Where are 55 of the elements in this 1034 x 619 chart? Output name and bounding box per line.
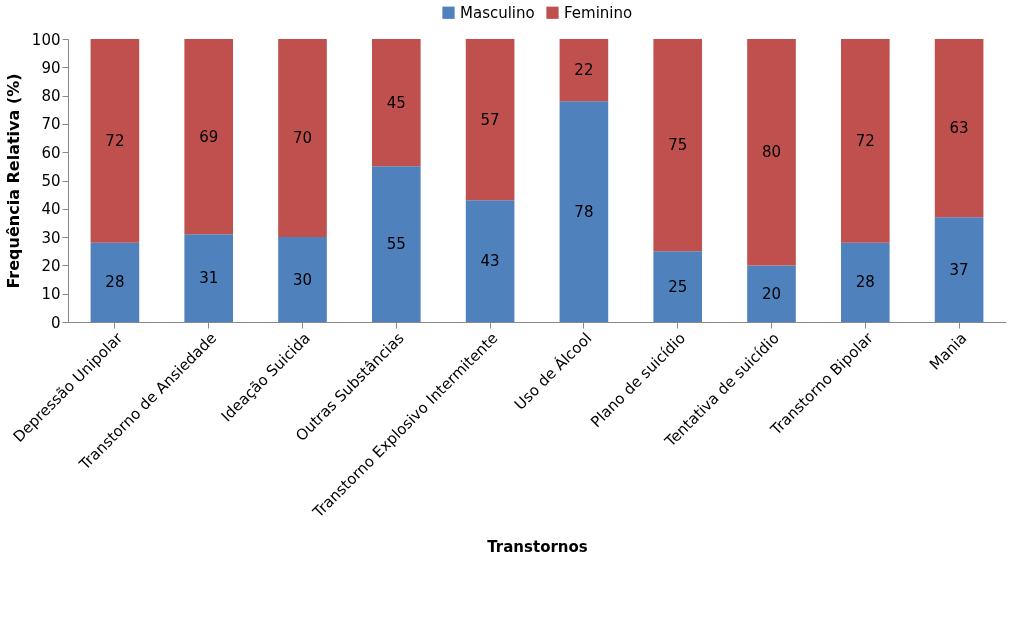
data-label: 28	[105, 273, 125, 292]
bar	[371, 166, 421, 322]
y-tick-label: 100	[31, 30, 61, 49]
data-label: 80	[761, 143, 782, 162]
y-tick-label: 80	[41, 87, 61, 106]
bar	[934, 39, 984, 218]
bar	[465, 39, 515, 201]
data-label: 70	[292, 129, 313, 148]
bar	[184, 39, 234, 235]
data-label: 72	[855, 131, 875, 150]
y-tick-label: 70	[41, 115, 61, 134]
data-label: 63	[949, 119, 969, 138]
bar	[278, 237, 327, 322]
data-label: 28	[855, 273, 875, 292]
data-label: 72	[105, 131, 125, 150]
data-label: 30	[292, 270, 313, 289]
bar	[653, 251, 703, 322]
data-label: 25	[668, 277, 688, 296]
bar	[840, 242, 890, 322]
bar	[184, 234, 234, 322]
bar	[465, 200, 515, 322]
x-axis-title: Transtornos	[487, 538, 588, 557]
y-tick-label: 0	[50, 313, 61, 332]
y-axis-title: Frequência Relativa (%)	[3, 73, 23, 289]
y-tick-label: 40	[41, 200, 61, 219]
bar	[653, 39, 703, 252]
y-tick-label: 50	[41, 172, 61, 190]
data-label: 78	[574, 202, 594, 221]
data-label: 31	[199, 269, 219, 288]
legend-label: Masculino	[460, 3, 535, 22]
data-label: 69	[199, 127, 219, 146]
data-label: 75	[668, 136, 688, 155]
y-tick-label: 30	[41, 228, 61, 247]
y-tick-label: 60	[41, 143, 61, 162]
data-label: 45	[386, 93, 406, 112]
bar	[559, 101, 609, 322]
bar	[840, 39, 890, 243]
bar	[934, 217, 984, 322]
y-tick-label: 20	[41, 256, 61, 275]
bar	[90, 242, 140, 322]
bar	[90, 39, 140, 243]
data-label: 20	[761, 284, 782, 303]
bar	[747, 39, 796, 266]
data-label: 55	[386, 235, 406, 254]
legend-label: Feminino	[564, 3, 633, 22]
bar	[559, 39, 609, 102]
bar	[747, 265, 796, 322]
y-tick-label: 90	[41, 58, 61, 77]
data-label: 37	[949, 260, 969, 279]
data-label: 22	[574, 61, 594, 80]
data-label: 57	[480, 110, 500, 129]
y-tick-label: 10	[41, 285, 61, 304]
bar	[278, 39, 327, 238]
data-label: 43	[480, 252, 500, 271]
bar	[371, 39, 421, 167]
